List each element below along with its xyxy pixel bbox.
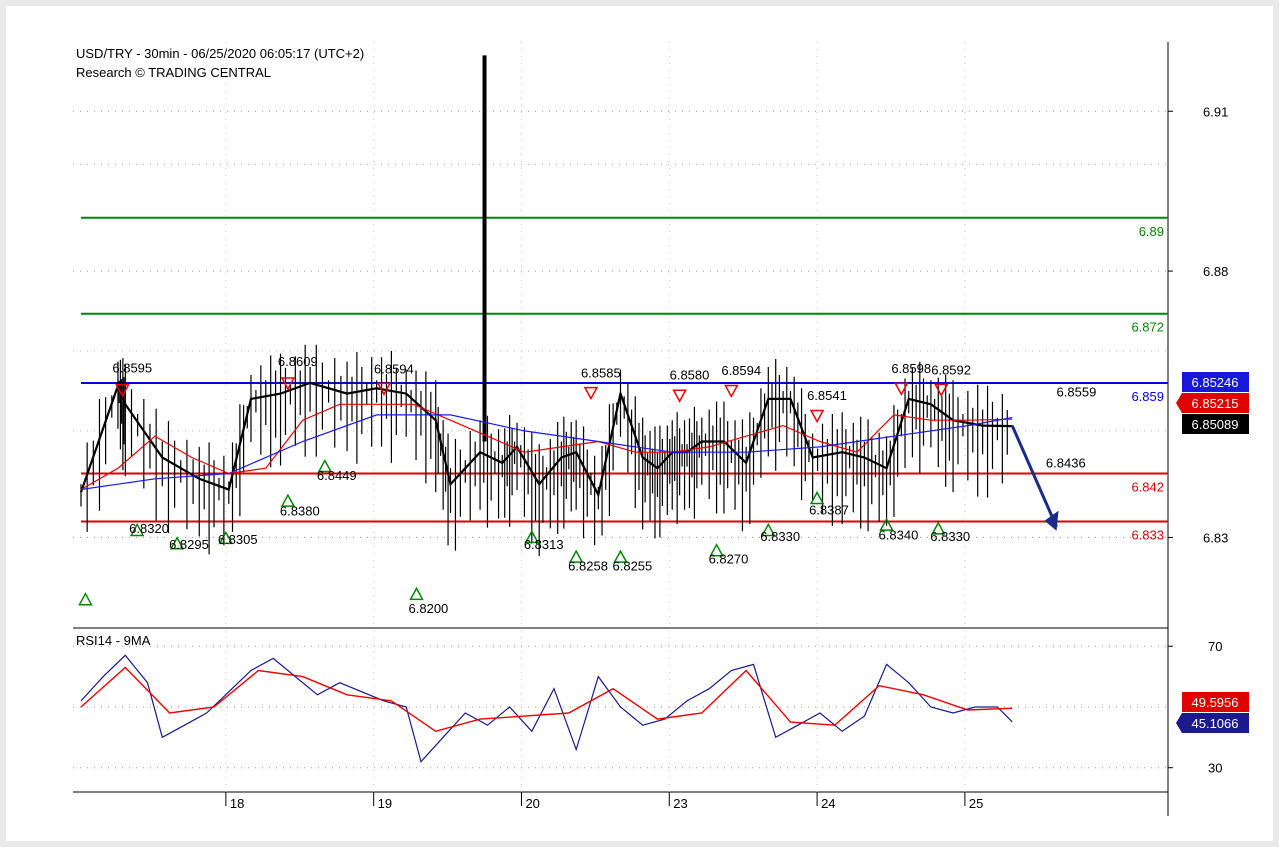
rsi-tick-label: 30 [1208,761,1222,776]
last-price-label: 6.8559 [1057,384,1097,399]
high-marker [376,382,392,396]
level-label: 6.833 [1131,527,1164,542]
low-marker [317,458,333,473]
x-tick-label: 19 [378,796,392,811]
low-marker [218,530,234,545]
price-tick-label: 6.88 [1203,264,1228,279]
low-label: 6.8295 [169,537,209,552]
low-marker [879,517,894,531]
high-marker [115,384,130,398]
rsi-value-box-label: 45.1066 [1192,716,1239,731]
low-marker [409,586,424,601]
level-lines: 6.89 6.872 6.859 6.842 6.833 [81,216,1168,542]
rsi-line [80,654,1013,763]
low-label: 6.8380 [280,504,320,519]
low-marker [709,543,724,557]
high-label: 6.8592 [931,362,971,377]
axes: 6.91 6.88 6.83 70 30 18 19 20 23 24 25 [225,104,1228,811]
high-label: 6.8594 [721,363,761,378]
x-tick-label: 18 [230,796,244,811]
value-box [1182,372,1249,392]
low-marker [613,549,628,563]
low-marker [524,529,540,544]
forecast-arrow-shaft [1010,424,1058,528]
high-marker [280,377,296,391]
low-marker [931,521,946,535]
low-marker [568,549,584,563]
low-label: 6.8258 [568,558,608,573]
value-box-label: 6.85246 [1192,375,1239,390]
rsi-title: RSI14 - 9MA [76,633,151,648]
rsi-value-box [1182,692,1249,712]
low-marker [78,592,93,606]
low-label: 6.8320 [129,521,169,536]
high-marker [583,386,599,401]
grid [73,42,1168,792]
price-series [79,55,1013,557]
x-tick-label: 24 [821,796,835,811]
high-label: 6.8585 [581,366,621,381]
low-label: 6.8449 [317,468,357,483]
level-label: 6.842 [1131,480,1164,495]
rsi-ma-line [80,666,1013,733]
low-label: 6.8270 [709,552,749,567]
chart-subtitle: Research © TRADING CENTRAL [76,65,271,80]
chart-frame: USD/TRY - 30min - 06/25/2020 06:05:17 (U… [6,6,1273,841]
high-marker [724,384,739,399]
rsi-series [80,654,1013,763]
high-marker [672,389,687,403]
chart-title: USD/TRY - 30min - 06/25/2020 06:05:17 (U… [76,46,364,61]
high-marker [933,383,949,397]
low-marker [809,490,825,505]
swing-markers: 6.8595 6.8609 6.8594 6.8585 6.8580 6.8594 6.85… [78,354,1097,616]
low-label: 6.8330 [930,529,970,544]
rsi-value-box [1176,713,1249,733]
rsi-tick-label: 70 [1208,639,1222,654]
high-label: 6.8609 [278,354,318,369]
low-marker [761,522,776,537]
value-box [1176,393,1249,413]
price-tick-label: 6.91 [1203,104,1228,119]
high-label: 6.8541 [807,388,847,403]
level-label: 6.859 [1131,389,1164,404]
forecast-arrow-head [1044,510,1059,531]
value-boxes: 6.85246 6.85215 6.85089 49.5956 45.1066 [1176,372,1249,733]
low-marker [169,536,185,550]
low-label: 6.8305 [218,532,258,547]
low-label: 6.8340 [879,528,919,543]
high-label: 6.8595 [112,360,152,375]
mid-price-label: 6.8436 [1046,456,1086,471]
value-box-label: 6.85215 [1192,396,1239,411]
chart-canvas: USD/TRY - 30min - 06/25/2020 06:05:17 (U… [73,42,1249,816]
value-box-label: 6.85089 [1192,417,1239,432]
low-marker [129,522,145,537]
x-tick-label: 23 [673,796,687,811]
high-marker [809,409,825,424]
low-label: 6.8313 [524,537,564,552]
high-label: 6.8598 [891,361,931,376]
high-label: 6.8580 [670,368,710,383]
ma-red-line [80,403,1013,491]
level-label: 6.89 [1139,224,1164,239]
price-tick-label: 6.83 [1203,530,1228,545]
rsi-value-box-label: 49.5956 [1192,695,1239,710]
x-tick-label: 25 [969,796,983,811]
low-label: 6.8330 [760,529,800,544]
ma-blue-line [80,414,1013,491]
x-tick-label: 20 [525,796,539,811]
value-box [1182,414,1249,434]
low-marker [280,493,296,507]
high-label: 6.8594 [374,361,414,376]
low-label: 6.8200 [409,601,449,616]
low-label: 6.8387 [809,503,849,518]
low-label: 6.8255 [613,558,653,573]
high-marker [894,382,909,396]
level-label: 6.872 [1131,320,1164,335]
